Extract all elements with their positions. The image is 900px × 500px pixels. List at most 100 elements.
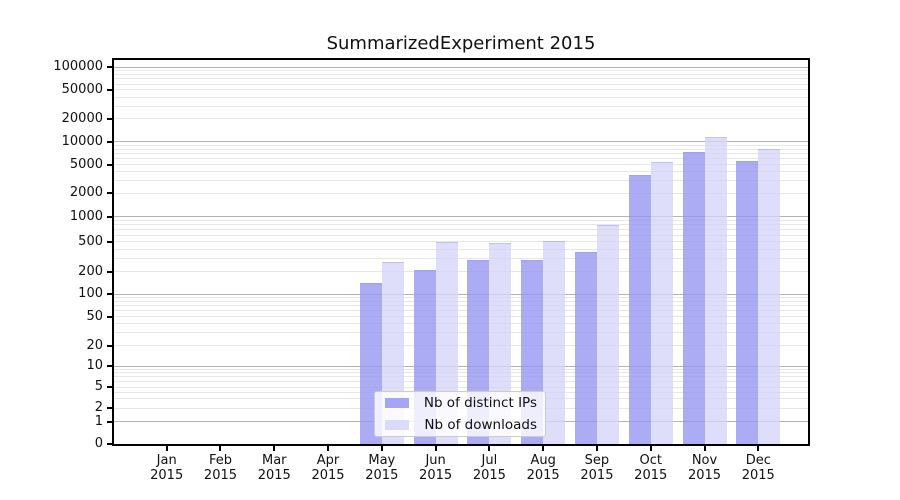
gridline	[114, 216, 808, 218]
gridline	[114, 89, 808, 91]
y-tick-mark	[107, 215, 112, 218]
y-tick-label: 200	[78, 263, 103, 279]
gridline	[114, 271, 808, 273]
x-tick-month: May	[368, 453, 396, 468]
y-tick-mark	[107, 117, 112, 120]
legend-label-downloads: Nb of downloads	[424, 417, 537, 433]
gridline	[114, 78, 808, 80]
gridline	[114, 158, 808, 160]
x-tick-month: Oct	[639, 453, 662, 468]
grid-layer	[114, 60, 808, 444]
x-tick-month: Apr	[316, 453, 340, 468]
y-tick-label: 100000	[53, 59, 103, 75]
y-tick-label: 20000	[61, 110, 103, 126]
y-tick-mark	[107, 407, 112, 410]
gridline	[114, 386, 808, 388]
x-tick-label: Apr 2015	[298, 453, 358, 483]
x-tick-label: Jun 2015	[406, 453, 466, 483]
y-tick-mark	[107, 365, 112, 367]
x-tick-month: Dec	[745, 453, 771, 468]
x-tick-month: Sep	[584, 453, 610, 468]
gridline	[114, 323, 808, 325]
y-tick-label: 10000	[61, 133, 103, 149]
y-tick-mark	[107, 293, 112, 295]
x-tick-mark	[165, 446, 168, 451]
x-tick-label: Dec 2015	[728, 453, 788, 483]
gridline	[114, 219, 808, 221]
x-tick-year: 2015	[634, 468, 668, 483]
x-tick-label: Sep 2015	[567, 453, 627, 483]
x-tick-mark	[488, 446, 491, 451]
gridline	[114, 83, 808, 85]
y-tick-mark	[107, 344, 112, 347]
gridline	[114, 118, 808, 120]
gridline	[114, 70, 808, 72]
x-tick-label: May 2015	[352, 453, 412, 483]
chart-title: SummarizedExperiment 2015	[326, 33, 596, 54]
x-tick-year: 2015	[741, 468, 775, 483]
x-tick-label: Nov 2015	[675, 453, 735, 483]
x-tick-year: 2015	[580, 468, 614, 483]
y-tick-label: 0	[94, 436, 103, 451]
bar-distinct-ips-sep	[574, 251, 597, 444]
gridline	[114, 153, 808, 155]
x-tick-month: Jan	[156, 453, 177, 468]
y-tick-label: 10	[86, 358, 103, 373]
y-tick-mark	[107, 163, 112, 166]
y-tick-label: 5000	[69, 156, 103, 172]
legend-swatch-downloads	[385, 420, 409, 430]
legend-item-downloads: Nb of downloads	[375, 416, 545, 434]
x-tick-label: Aug 2015	[513, 453, 573, 483]
gridline	[114, 296, 808, 298]
bar-downloads-aug	[543, 240, 566, 444]
x-tick-year: 2015	[472, 468, 506, 483]
y-tick-mark	[107, 240, 112, 243]
bar-downloads-dec	[758, 149, 781, 444]
gridline	[114, 192, 808, 194]
gridline	[114, 305, 808, 307]
y-tick-mark	[107, 88, 112, 91]
gridline	[114, 180, 808, 182]
gridline	[114, 96, 808, 98]
y-tick-mark	[107, 420, 112, 423]
x-tick-mark	[219, 446, 222, 451]
gridline	[114, 148, 808, 150]
x-tick-month: Nov	[691, 453, 718, 468]
y-tick-mark	[107, 315, 112, 318]
bar-downloads-sep	[596, 224, 619, 444]
x-tick-mark	[703, 446, 706, 451]
gridline	[114, 293, 808, 295]
y-tick-mark	[107, 66, 112, 69]
gridline	[114, 141, 808, 143]
legend-swatch-distinct-ips	[385, 398, 409, 408]
gridline	[114, 144, 808, 146]
x-tick-month: Feb	[208, 453, 232, 468]
gridline	[114, 300, 808, 302]
legend-label-distinct-ips: Nb of distinct IPs	[423, 395, 537, 411]
legend-item-distinct-ips: Nb of distinct IPs	[375, 394, 545, 412]
gridline	[114, 234, 808, 236]
y-tick-label: 50000	[61, 81, 103, 97]
bar-distinct-ips-oct	[628, 175, 651, 444]
y-tick-mark	[107, 443, 112, 445]
y-tick-label: 5	[94, 379, 103, 394]
y-tick-label: 1000	[69, 208, 103, 224]
x-tick-label: Oct 2015	[621, 453, 681, 483]
x-tick-year: 2015	[203, 468, 238, 483]
x-tick-year: 2015	[526, 468, 560, 483]
y-tick-mark	[107, 140, 112, 143]
x-tick-year: 2015	[150, 468, 184, 483]
gridline	[114, 66, 808, 68]
x-tick-year: 2015	[419, 468, 453, 483]
x-tick-year: 2015	[365, 468, 399, 483]
x-tick-mark	[434, 446, 437, 451]
x-tick-mark	[757, 446, 760, 451]
x-tick-month: Jul	[481, 453, 498, 468]
gridline	[114, 74, 808, 76]
gridline	[114, 380, 808, 382]
x-tick-year: 2015	[687, 468, 722, 483]
y-tick-label: 50	[86, 308, 103, 324]
x-tick-label: Jul 2015	[459, 453, 519, 483]
